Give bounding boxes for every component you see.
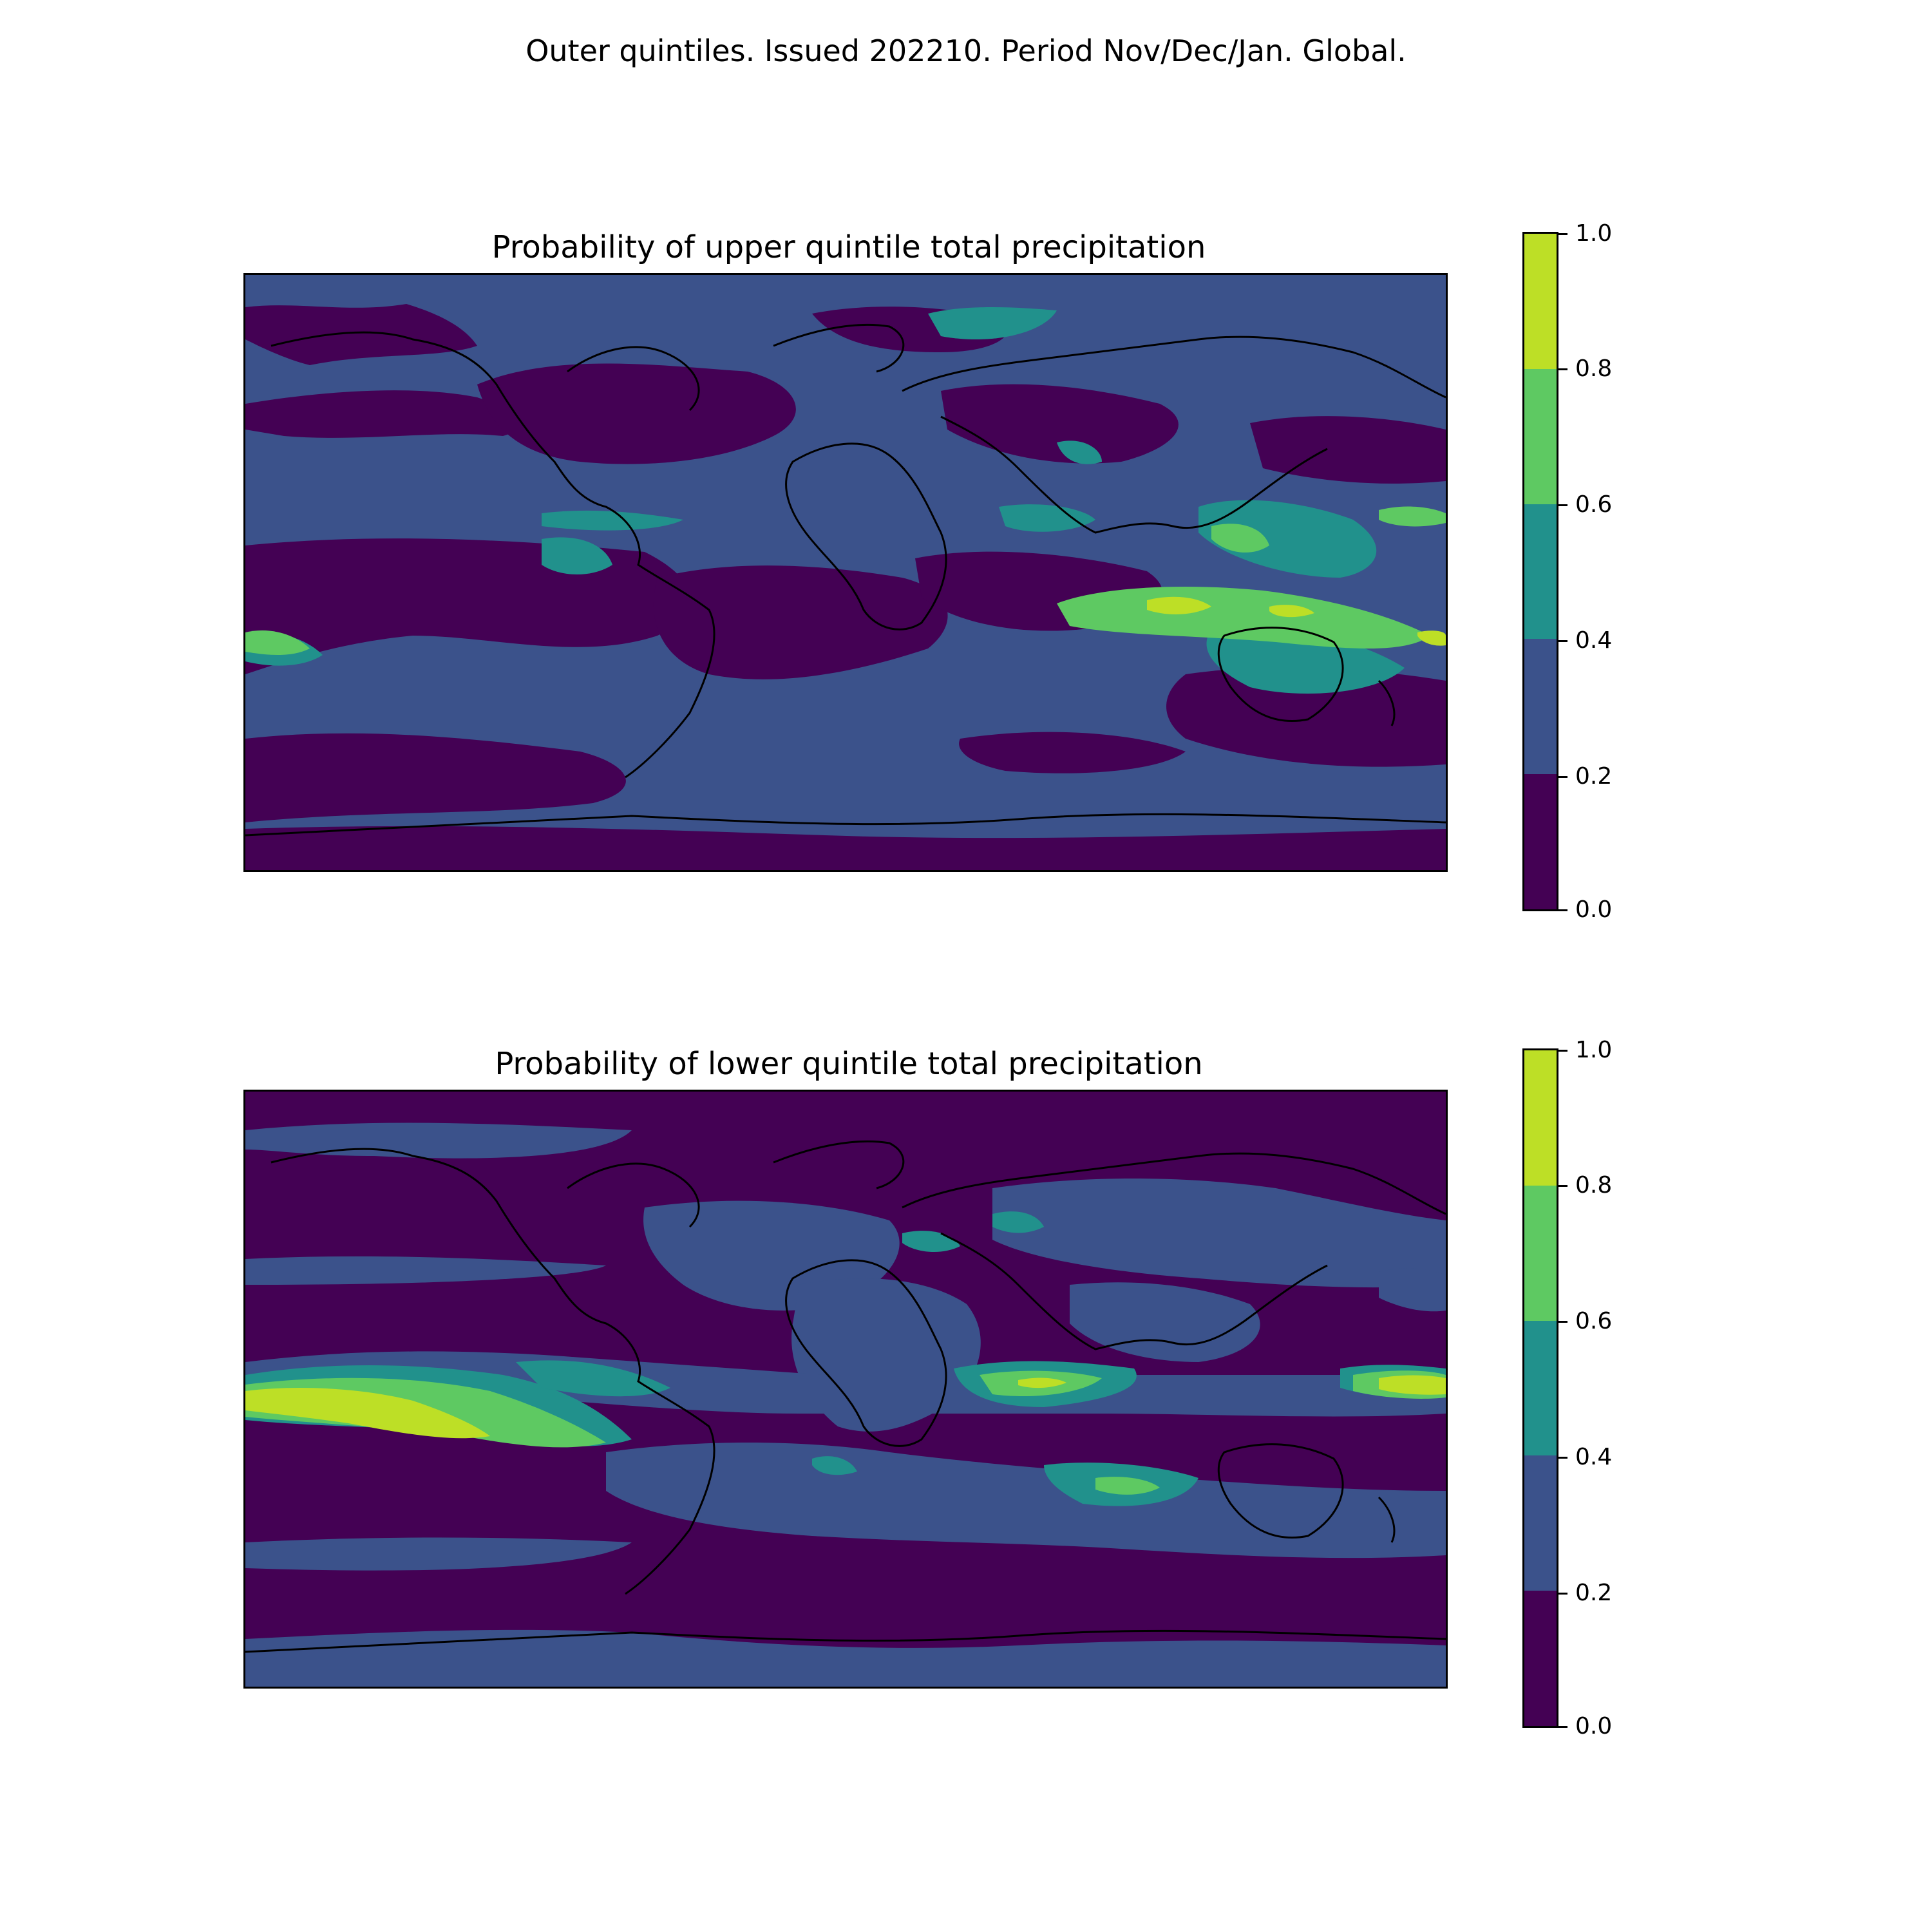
tick-mark (1558, 1726, 1567, 1728)
panel-lower-title: Probability of lower quintile total prec… (495, 1046, 1203, 1082)
coast-antarctica (245, 1629, 1446, 1653)
coast-eurasia-north (902, 336, 1446, 399)
panel-upper-title: Probability of upper quintile total prec… (491, 229, 1206, 265)
coast-australia (1217, 627, 1344, 723)
upper-quintile-map (243, 273, 1448, 872)
colorbar-seg-0.0-0.2 (1524, 1591, 1557, 1726)
colorbar-seg-0.4-0.6 (1524, 1320, 1557, 1456)
colorbar-tick-label: 0.6 (1575, 491, 1613, 518)
tick-mark (1558, 1185, 1567, 1187)
coast-greenland (773, 323, 905, 373)
tick-mark (1558, 640, 1567, 642)
coast-asia-south (940, 415, 1328, 534)
coast-north-america-east (567, 1162, 700, 1228)
colorbar-tick-label: 0.0 (1575, 1713, 1613, 1739)
colorbar-tick-label: 0.0 (1575, 896, 1613, 923)
colorbar-seg-0.2-0.4 (1524, 1455, 1557, 1591)
coast-asia-south (940, 1232, 1328, 1350)
colorbar-tick-label: 0.8 (1575, 1172, 1613, 1198)
coastlines (245, 323, 1446, 837)
coast-eurasia-north (902, 1152, 1446, 1215)
colorbar-tick-label: 0.2 (1575, 763, 1613, 790)
coast-new-zealand (1378, 679, 1396, 726)
coast-new-zealand (1378, 1496, 1396, 1543)
tick-mark (1558, 233, 1567, 235)
tick-mark (1558, 1321, 1567, 1323)
coast-africa (785, 1259, 947, 1447)
colorbar-seg-0.4-0.6 (1524, 504, 1557, 639)
lower-quintile-map (243, 1090, 1448, 1689)
band-0.8-1.0 (1147, 596, 1446, 646)
coast-africa (785, 442, 947, 630)
upper-quintile-map-svg (245, 275, 1446, 870)
coast-americas (270, 331, 715, 779)
colorbar-tick-label: 0.6 (1575, 1308, 1613, 1334)
tick-mark (1558, 1593, 1567, 1595)
tick-mark (1558, 909, 1567, 911)
colorbar-tick-label: 0.4 (1575, 1444, 1613, 1470)
lower-colorbar (1522, 1048, 1558, 1728)
coast-greenland (773, 1140, 905, 1189)
colorbar-seg-0.8-1.0 (1524, 234, 1557, 369)
figure-suptitle: Outer quintiles. Issued 202210. Period N… (526, 33, 1406, 68)
colorbar-seg-0.0-0.2 (1524, 774, 1557, 909)
band-0.8-1.0 (245, 1375, 1446, 1439)
coast-americas (270, 1148, 715, 1595)
tick-mark (1558, 504, 1567, 506)
colorbar-seg-0.8-1.0 (1524, 1050, 1557, 1186)
coastlines (245, 1140, 1446, 1653)
colorbar-tick-label: 0.8 (1575, 355, 1613, 382)
tick-mark (1558, 1050, 1567, 1052)
colorbar-seg-0.6-0.8 (1524, 368, 1557, 504)
colorbar-tick-label: 0.2 (1575, 1580, 1613, 1606)
tick-mark (1558, 368, 1567, 370)
colorbar-tick-label: 1.0 (1575, 220, 1613, 247)
coast-north-america-east (567, 346, 700, 412)
colorbar-tick-label: 0.4 (1575, 627, 1613, 654)
tick-mark (1558, 1457, 1567, 1459)
colorbar-seg-0.2-0.4 (1524, 639, 1557, 775)
upper-colorbar (1522, 232, 1558, 911)
coast-australia (1217, 1443, 1344, 1539)
tick-mark (1558, 776, 1567, 778)
lower-quintile-map-svg (245, 1092, 1446, 1687)
colorbar-seg-0.6-0.8 (1524, 1185, 1557, 1321)
coast-antarctica (245, 813, 1446, 837)
colorbar-tick-label: 1.0 (1575, 1037, 1613, 1063)
band-0.4-0.6 (245, 307, 1405, 694)
